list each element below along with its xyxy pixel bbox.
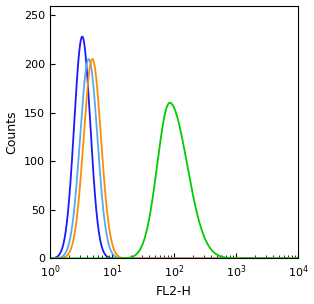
Y-axis label: Counts: Counts: [6, 110, 19, 154]
X-axis label: FL2-H: FL2-H: [156, 285, 192, 299]
